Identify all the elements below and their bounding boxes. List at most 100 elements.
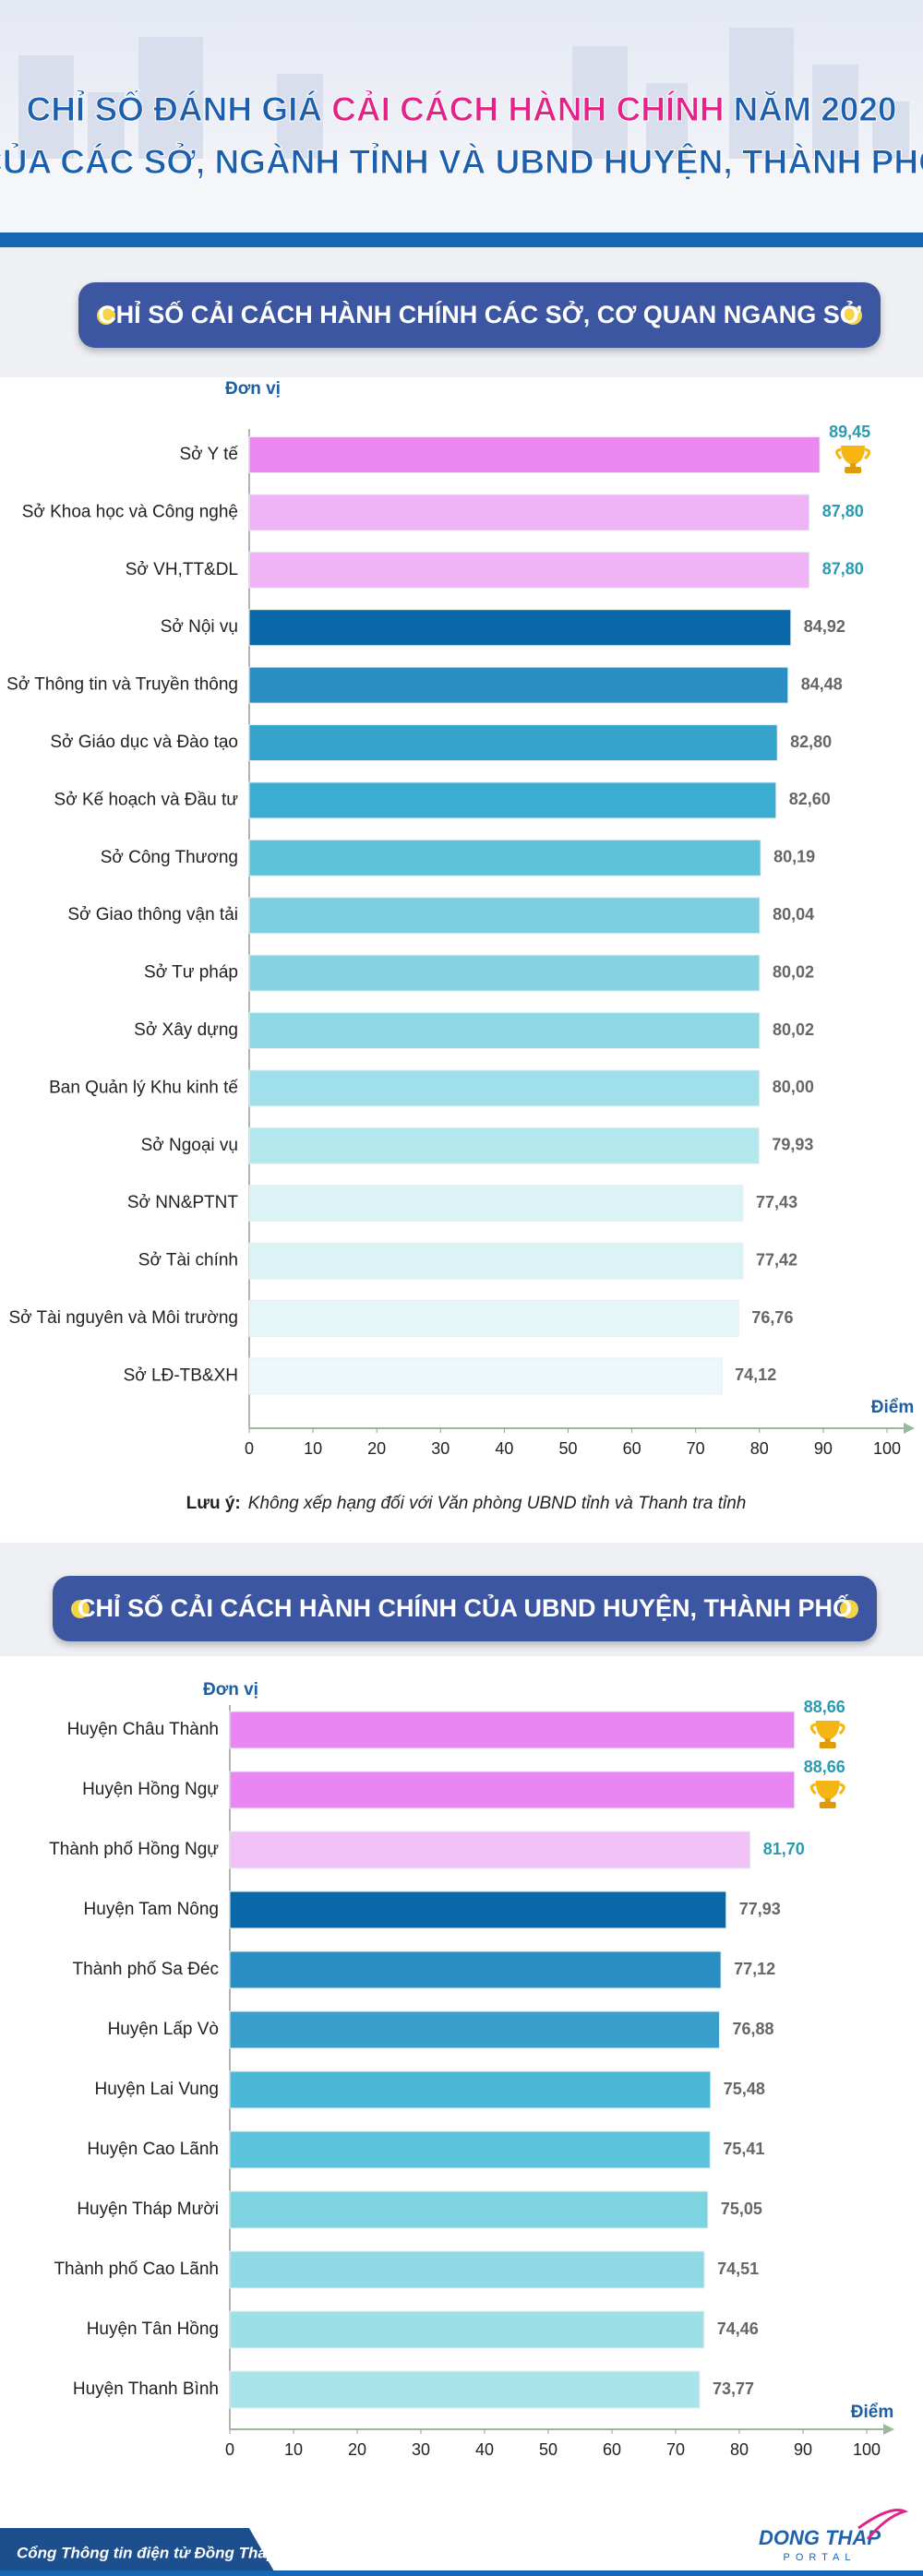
header-title: CỦA CÁC SỞ, NGÀNH TỈNH VÀ UBND HUYỆN, TH… xyxy=(0,142,923,181)
x-tick-label: 80 xyxy=(730,2440,749,2459)
bar xyxy=(248,954,761,992)
value-label: 80,02 xyxy=(773,1020,814,1039)
section-banner xyxy=(53,1576,877,1641)
x-tick-label: 100 xyxy=(873,1439,901,1458)
title-highlight: CẢI CÁCH HÀNH CHÍNH xyxy=(331,90,724,128)
trophy-cup xyxy=(815,1781,840,1800)
value-label: 76,76 xyxy=(751,1308,793,1327)
value-label: 82,80 xyxy=(790,733,832,751)
footer-line xyxy=(0,2570,923,2576)
trophy-stem xyxy=(824,1798,831,1803)
x-tick-label: 60 xyxy=(603,2440,621,2459)
value-label: 81,70 xyxy=(763,1840,805,1858)
value-label: 84,92 xyxy=(804,617,845,636)
trophy-handles xyxy=(809,1723,845,1735)
bar xyxy=(248,839,761,877)
category-label: Sở Xây dựng xyxy=(134,1020,238,1040)
trophy-icon xyxy=(809,1781,845,1808)
category-label: Huyện Tân Hồng xyxy=(87,2320,219,2339)
logo-sub: PORTAL xyxy=(784,2552,857,2563)
category-label: Sở Y tế xyxy=(179,445,238,464)
x-tick-label: 10 xyxy=(304,1439,322,1458)
value-label: 88,66 xyxy=(804,1698,845,1716)
bar xyxy=(229,2250,705,2289)
bar xyxy=(229,1711,796,1749)
value-label: 75,48 xyxy=(724,2080,765,2098)
bar xyxy=(248,724,778,761)
value-label: 88,66 xyxy=(804,1758,845,1776)
bar xyxy=(248,1127,760,1164)
bar xyxy=(248,436,821,473)
x-tick-label: 80 xyxy=(750,1439,769,1458)
bar xyxy=(229,2130,711,2169)
x-tick-label: 0 xyxy=(245,1439,254,1458)
category-label: Sở VH,TT&DL xyxy=(126,560,238,579)
bar xyxy=(229,2010,720,2049)
bar xyxy=(248,1300,739,1337)
value-label: 82,60 xyxy=(789,790,831,808)
value-label: 74,46 xyxy=(717,2320,759,2338)
trophy-handles xyxy=(835,447,871,460)
bar xyxy=(229,2190,709,2229)
category-label: Thành phố Hồng Ngự xyxy=(49,1840,219,1859)
value-label: 76,88 xyxy=(732,2020,773,2038)
header-stripe xyxy=(0,233,923,247)
bar xyxy=(229,1831,751,1869)
section-title: CHỈ SỐ CẢI CÁCH HÀNH CHÍNH CỦA UBND HUYỆ… xyxy=(78,1592,852,1622)
category-label: Sở Khoa học và Công nghệ xyxy=(22,502,238,521)
category-label: Sở Giáo dục và Đào tạo xyxy=(50,733,238,752)
x-tick-label: 90 xyxy=(814,1439,833,1458)
category-label: Sở Tài chính xyxy=(138,1251,238,1270)
category-label: Huyện Lai Vung xyxy=(94,2080,219,2099)
banner-dot xyxy=(840,1600,858,1618)
trophy-icon xyxy=(835,446,871,473)
trophy-cup xyxy=(815,1721,840,1740)
category-label: Huyện Hồng Ngự xyxy=(82,1780,219,1799)
category-label: Huyện Tháp Mười xyxy=(77,2200,219,2219)
bar xyxy=(229,1950,722,1989)
x-tick-label: 70 xyxy=(666,2440,685,2459)
value-label: 87,80 xyxy=(822,502,864,520)
note: Lưu ý: Không xếp hạng đối với Văn phòng U… xyxy=(186,1494,747,1513)
category-label: Sở Tài nguyên và Môi trường xyxy=(8,1308,238,1328)
x-axis-arrow xyxy=(883,2424,894,2435)
trophy-base xyxy=(819,1742,836,1748)
x-tick-label: 40 xyxy=(475,2440,494,2459)
value-label: 80,04 xyxy=(773,905,814,924)
category-label: Sở Công Thương xyxy=(101,848,238,867)
x-tick-label: 70 xyxy=(687,1439,705,1458)
x-tick-label: 40 xyxy=(495,1439,513,1458)
trophy-stem xyxy=(824,1738,831,1743)
category-label: Huyện Cao Lãnh xyxy=(87,2140,219,2159)
logo-main: DONG THAP xyxy=(759,2526,881,2549)
value-label: 87,80 xyxy=(822,560,864,578)
value-label: 80,00 xyxy=(773,1078,814,1096)
banner-dot xyxy=(71,1600,90,1618)
category-label: Ban Quản lý Khu kinh tế xyxy=(49,1078,238,1097)
value-label: 80,19 xyxy=(773,848,815,866)
bar xyxy=(248,1185,744,1222)
trophy-stem xyxy=(850,463,857,468)
x-tick-label: 50 xyxy=(539,2440,557,2459)
trophy-base xyxy=(819,1802,836,1808)
bar xyxy=(229,2310,705,2349)
bar xyxy=(248,1242,744,1280)
bar xyxy=(248,1357,723,1395)
banner-dot xyxy=(97,306,115,325)
footer-right xyxy=(249,2528,923,2576)
category-label: Sở Ngoại vụ xyxy=(141,1136,238,1155)
bar xyxy=(248,494,810,531)
value-label: 77,12 xyxy=(734,1960,775,1978)
x-tick-label: 30 xyxy=(412,2440,430,2459)
trophy-icon xyxy=(809,1721,845,1748)
category-label: Thành phố Cao Lãnh xyxy=(54,2260,219,2279)
title-part: NĂM 2020 xyxy=(734,90,897,128)
bar xyxy=(248,551,810,589)
logo-swoosh xyxy=(857,2509,909,2540)
x-tick-label: 100 xyxy=(853,2440,881,2459)
value-label: 73,77 xyxy=(713,2379,754,2398)
bar xyxy=(229,2070,712,2109)
header-title: CHỈ SỐ ĐÁNH GIÁ CẢI CÁCH HÀNH CHÍNH NĂM 20… xyxy=(26,89,896,128)
category-label: Sở Thông tin và Truyền thông xyxy=(6,675,238,695)
